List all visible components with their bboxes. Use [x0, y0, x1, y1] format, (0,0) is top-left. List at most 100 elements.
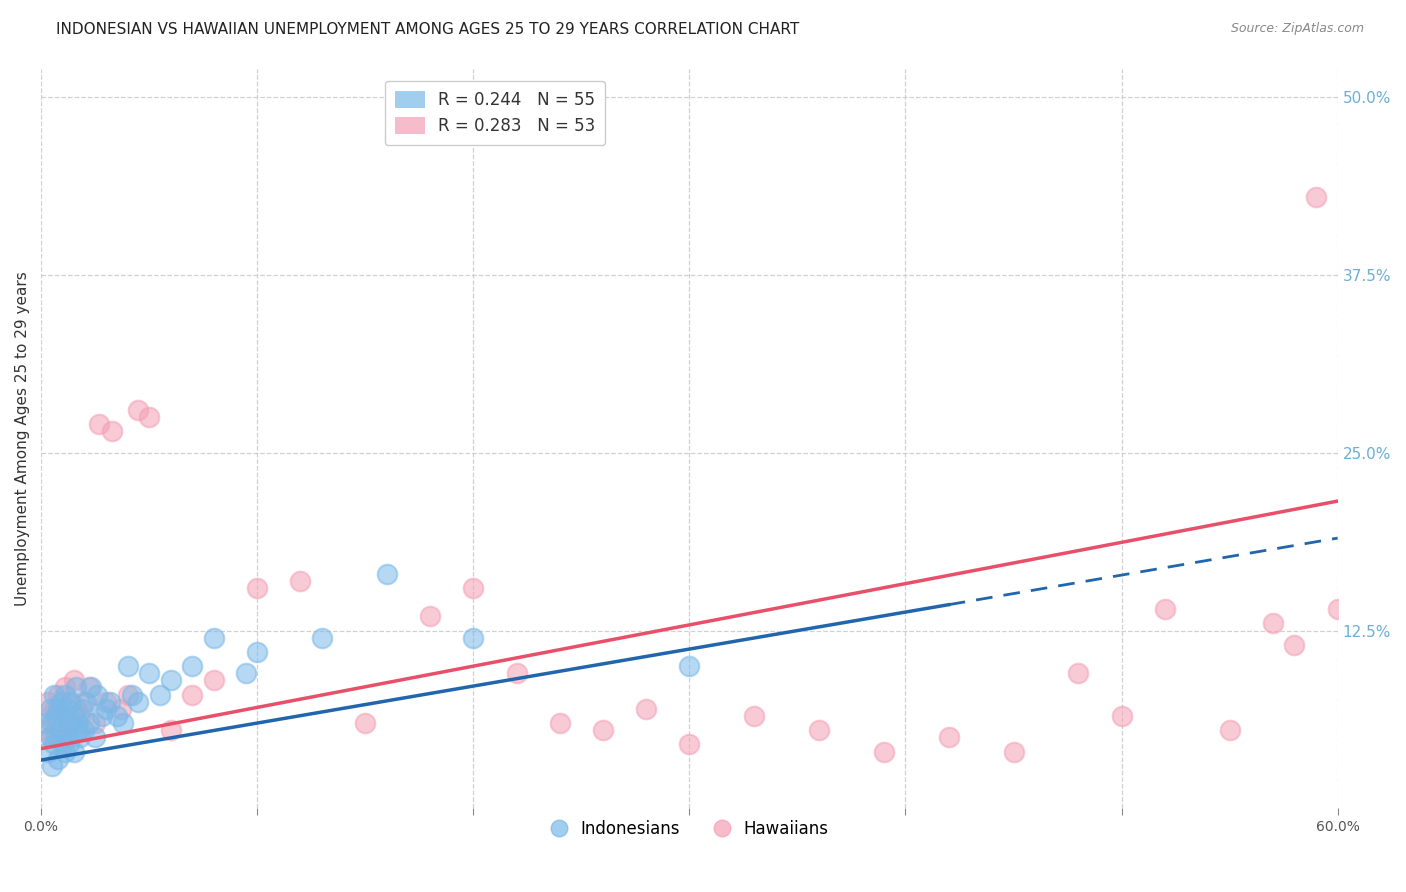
Point [48, 688, 70, 702]
Point [290, 574, 312, 588]
Point [58, 695, 80, 709]
Point [873, 745, 896, 759]
Point [246, 581, 269, 595]
Point [463, 631, 485, 645]
Point [69, 731, 91, 745]
Point [45, 709, 67, 723]
Point [52, 709, 75, 723]
Point [117, 688, 139, 702]
Point [89, 417, 111, 432]
Point [138, 410, 160, 425]
Point [49, 731, 72, 745]
Point [58, 738, 80, 752]
Point [56, 723, 79, 738]
Point [53, 681, 76, 695]
Point [117, 659, 139, 673]
Point [181, 659, 204, 673]
Point [463, 581, 485, 595]
Point [56, 702, 79, 716]
Point [1284, 638, 1306, 652]
Point [84, 716, 107, 731]
Point [419, 609, 441, 624]
Point [311, 631, 333, 645]
Point [65, 723, 87, 738]
Point [181, 688, 204, 702]
Point [76, 695, 98, 709]
Point [1261, 616, 1284, 631]
Point [354, 716, 377, 731]
Point [127, 695, 149, 709]
Point [110, 702, 132, 716]
Point [37, 695, 59, 709]
Point [77, 716, 100, 731]
Text: INDONESIAN VS HAWAIIAN UNEMPLOYMENT AMONG AGES 25 TO 29 YEARS CORRELATION CHART: INDONESIAN VS HAWAIIAN UNEMPLOYMENT AMON… [56, 22, 800, 37]
Point [112, 716, 135, 731]
Point [60, 716, 83, 731]
Point [37, 745, 59, 759]
Point [505, 666, 527, 681]
Point [98, 695, 121, 709]
Point [1111, 709, 1133, 723]
Point [41, 758, 63, 772]
Point [56, 731, 79, 745]
Point [42, 738, 65, 752]
Point [69, 709, 91, 723]
Point [149, 688, 172, 702]
Point [1326, 602, 1348, 616]
Point [42, 688, 65, 702]
Point [808, 723, 831, 738]
Point [1305, 189, 1327, 203]
Point [1067, 666, 1090, 681]
Point [77, 681, 100, 695]
Point [105, 709, 128, 723]
Point [58, 716, 80, 731]
Point [548, 716, 571, 731]
Point [42, 702, 65, 716]
Point [73, 723, 96, 738]
Point [49, 723, 72, 738]
Point [45, 731, 67, 745]
Point [38, 731, 60, 745]
Point [90, 709, 112, 723]
Point [678, 738, 700, 752]
Point [70, 702, 93, 716]
Point [41, 731, 63, 745]
Point [38, 709, 60, 723]
Point [62, 673, 84, 688]
Point [53, 745, 76, 759]
Point [65, 702, 87, 716]
Point [62, 709, 84, 723]
Point [678, 659, 700, 673]
Point [235, 666, 257, 681]
Point [52, 738, 75, 752]
Point [101, 425, 124, 439]
Point [65, 681, 87, 695]
Point [52, 709, 75, 723]
Point [1153, 602, 1175, 616]
Point [45, 716, 67, 731]
Point [80, 681, 103, 695]
Text: Source: ZipAtlas.com: Source: ZipAtlas.com [1230, 22, 1364, 36]
Point [73, 695, 96, 709]
Point [94, 695, 117, 709]
Legend: Indonesians, Hawaiians: Indonesians, Hawaiians [544, 814, 835, 845]
Point [53, 688, 76, 702]
Point [86, 688, 108, 702]
Point [34, 716, 56, 731]
Point [66, 723, 89, 738]
Point [34, 723, 56, 738]
Y-axis label: Unemployment Among Ages 25 to 29 years: Unemployment Among Ages 25 to 29 years [15, 271, 30, 606]
Point [48, 702, 70, 716]
Point [38, 702, 60, 716]
Point [938, 731, 960, 745]
Point [375, 566, 398, 581]
Point [636, 702, 658, 716]
Point [1002, 745, 1025, 759]
Point [84, 731, 107, 745]
Point [49, 695, 72, 709]
Point [66, 716, 89, 731]
Point [41, 716, 63, 731]
Point [94, 702, 117, 716]
Point [62, 745, 84, 759]
Point [60, 695, 83, 709]
